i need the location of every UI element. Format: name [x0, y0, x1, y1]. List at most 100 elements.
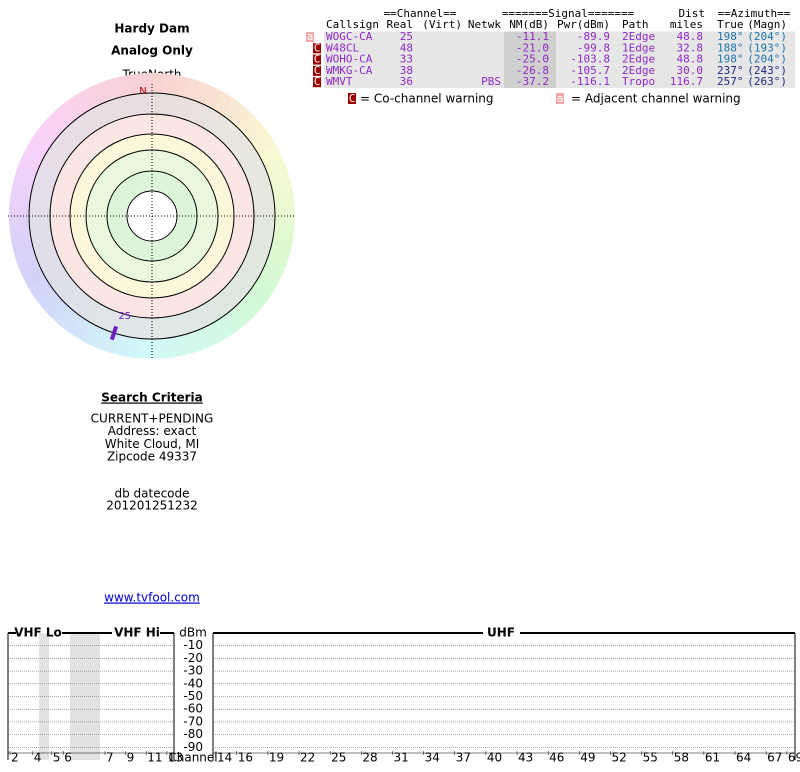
channel-label: 40: [487, 751, 502, 765]
channel-label: 25: [331, 751, 346, 765]
search-line: White Cloud, MI: [105, 437, 200, 451]
y-axis-label: dBm: [179, 626, 207, 640]
datecode-label: db datecode: [114, 487, 189, 501]
channel-label: 52: [611, 751, 626, 765]
channel-label: 5: [53, 751, 61, 765]
y-tick-label: -90: [183, 740, 203, 754]
y-tick-label: -30: [183, 664, 203, 678]
cell-true: 257°: [717, 75, 744, 88]
column-header: (Magn): [747, 18, 787, 31]
group-header: =======Signal=======: [502, 7, 635, 20]
column-header: (Virt): [422, 18, 462, 31]
cell-magn: (243°): [747, 64, 787, 77]
channel-label: 14: [217, 751, 232, 765]
y-tick-label: -80: [183, 727, 203, 741]
cell-real: 36: [400, 75, 413, 88]
section-label: VHF Lo: [14, 626, 62, 640]
channel-label: 67: [767, 751, 782, 765]
cell-nm: -11.1: [516, 30, 549, 43]
row-bg: [324, 42, 795, 55]
warning-icon: [313, 43, 321, 54]
cell-real: 25: [400, 30, 413, 43]
channel-label: 7: [106, 751, 114, 765]
group-header: Dist: [679, 7, 706, 20]
column-header: True: [717, 18, 744, 31]
cell-netwk: PBS: [481, 75, 501, 88]
channel-label: 22: [300, 751, 315, 765]
cell-nm: -37.2: [516, 75, 549, 88]
cell-callsign: W48CL: [326, 41, 359, 54]
cell-true: 188°: [717, 41, 744, 54]
y-tick-label: -40: [183, 676, 203, 690]
group-header: ==Azimuth==: [718, 7, 791, 20]
site-link[interactable]: www.tvfool.com: [104, 591, 200, 605]
column-header: miles: [670, 18, 703, 31]
warning-letter: a: [307, 30, 314, 43]
warning-icon: [306, 32, 314, 42]
column-header: Real: [387, 18, 414, 31]
cell-true: 237°: [717, 64, 744, 77]
search-title: Search Criteria: [101, 391, 202, 405]
legend-icon: [348, 93, 356, 104]
column-header: Pwr(dBm): [557, 18, 610, 31]
legend-text: = Adjacent channel warning: [571, 92, 741, 106]
cell-path: 2Edge: [622, 53, 655, 66]
warning-icon: [313, 77, 321, 88]
channel-label: 31: [393, 751, 408, 765]
section-label: UHF: [487, 626, 515, 640]
cell-pwr: -99.8: [577, 41, 610, 54]
station-marker: [109, 325, 119, 341]
cell-real: 33: [400, 53, 413, 66]
site-title: Hardy Dam: [114, 22, 189, 36]
column-header: Path: [622, 18, 649, 31]
spectrum-chart: VHF Lo 2 4 5 6 VHF Hi 7 9 11 13 UHF 14 16 19 22 25 28 31 3…: [7, 626, 800, 765]
row-bg: [324, 76, 795, 88]
cell-dist: 30.0: [677, 64, 704, 77]
channel-label: 58: [674, 751, 689, 765]
station-label: 25: [118, 311, 131, 322]
channel-label: 9: [127, 751, 135, 765]
cell-true: 198°: [717, 30, 744, 43]
legend-icon-letter: a: [557, 92, 564, 105]
station-table: ==Channel== =======Signal======= Dist ==Azi…: [306, 7, 795, 106]
channel-label: 34: [425, 751, 440, 765]
cell-callsign: WMVT: [326, 75, 353, 88]
cell-dist: 32.8: [677, 41, 704, 54]
channel-label: 19: [269, 751, 284, 765]
nm-cell-bg: [504, 42, 556, 55]
channel-label: 61: [705, 751, 720, 765]
warning-letter: C: [314, 53, 321, 66]
cell-nm: -26.8: [516, 64, 549, 77]
x-axis-label: Channel: [168, 751, 217, 765]
legend-icon: [556, 93, 564, 104]
polar-plot: N 25: [8, 73, 296, 360]
warning-letter: C: [314, 41, 321, 54]
datecode-value: 201201251232: [106, 499, 198, 513]
column-header: Netwk: [468, 18, 501, 31]
warning-letter: C: [314, 75, 321, 88]
column-header: NM(dB): [509, 18, 549, 31]
nm-cell-bg: [504, 31, 556, 43]
channel-label: 28: [362, 751, 377, 765]
channel-label: 16: [238, 751, 253, 765]
band-shade: [70, 633, 100, 760]
cell-pwr: -105.7: [570, 64, 610, 77]
cell-dist: 116.7: [670, 75, 703, 88]
north-marker: N: [139, 86, 146, 97]
site-subtitle: Analog Only: [111, 44, 193, 58]
channel-label: 11: [147, 751, 162, 765]
cell-nm: -25.0: [516, 53, 549, 66]
channel-label: 55: [643, 751, 658, 765]
search-line: Zipcode 49337: [107, 450, 197, 464]
cell-callsign: WMKG-CA: [326, 64, 373, 77]
cell-real: 38: [400, 64, 413, 77]
cell-dist: 48.8: [677, 30, 704, 43]
cell-callsign: WOHO-CA: [326, 53, 373, 66]
row-bg: [324, 54, 795, 66]
warning-icon: [313, 54, 321, 65]
nm-cell-bg: [504, 54, 556, 66]
cell-magn: (204°): [747, 53, 787, 66]
y-tick-label: -10: [183, 638, 203, 652]
